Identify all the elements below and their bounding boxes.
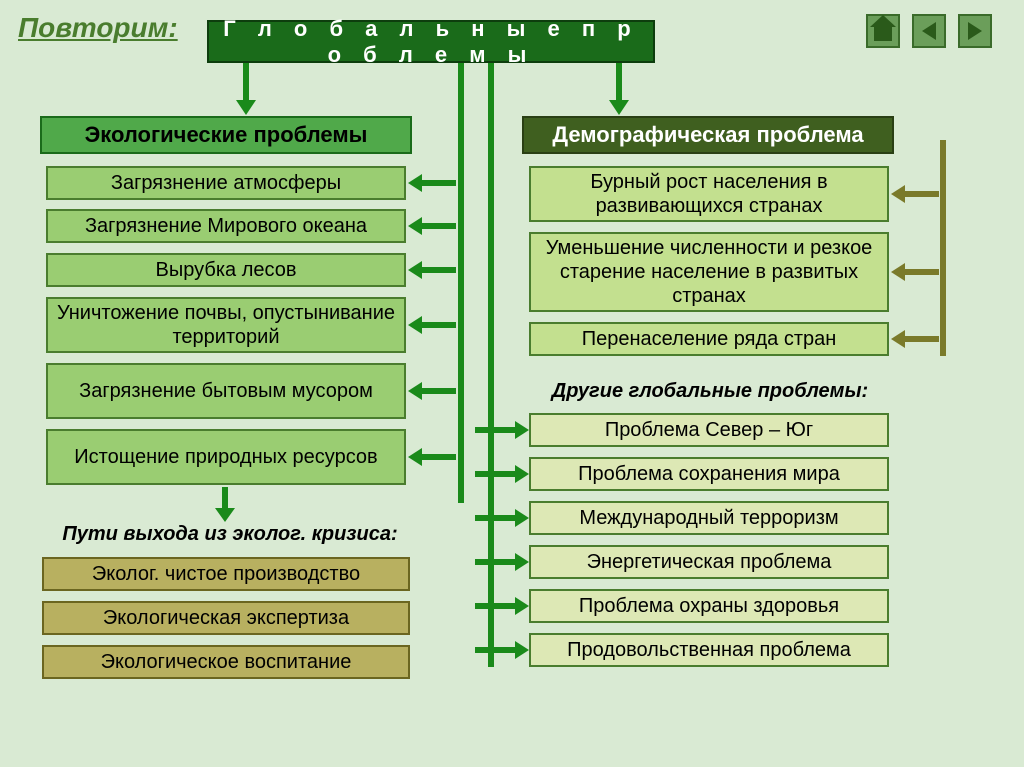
arrow-left-icon xyxy=(891,330,905,348)
arrow-down-icon xyxy=(236,100,256,115)
connector xyxy=(475,515,515,521)
arrow-left-icon xyxy=(408,316,422,334)
eco-item: Загрязнение атмосферы xyxy=(46,166,406,200)
arrow-right-icon xyxy=(515,641,529,659)
connector xyxy=(899,269,939,275)
arrow-right-icon xyxy=(515,421,529,439)
connector xyxy=(416,454,456,460)
header-demographic: Демографическая проблема xyxy=(522,116,894,154)
arrow-right-icon xyxy=(515,465,529,483)
connector xyxy=(488,63,494,667)
other-item: Энергетическая проблема xyxy=(529,545,889,579)
subheading-other: Другие глобальные проблемы: xyxy=(520,380,900,403)
connector xyxy=(458,63,464,503)
connector xyxy=(416,388,456,394)
arrow-left-icon xyxy=(891,185,905,203)
eco-item: Вырубка лесов xyxy=(46,253,406,287)
connector xyxy=(475,559,515,565)
arrow-left-icon xyxy=(408,448,422,466)
home-button[interactable] xyxy=(866,14,900,48)
demo-item: Перенаселение ряда стран xyxy=(529,322,889,356)
connector xyxy=(416,180,456,186)
connector xyxy=(416,223,456,229)
next-button[interactable] xyxy=(958,14,992,48)
demo-item: Уменьшение численности и резкое старение… xyxy=(529,232,889,312)
arrow-left-icon xyxy=(408,382,422,400)
arrow-left-icon xyxy=(408,174,422,192)
solution-item: Эколог. чистое производство xyxy=(42,557,410,591)
connector xyxy=(475,647,515,653)
connector xyxy=(899,191,939,197)
arrow-right-icon xyxy=(515,553,529,571)
demo-item: Бурный рост населения в развивающихся ст… xyxy=(529,166,889,222)
arrow-down-icon xyxy=(215,508,235,522)
main-title: Г л о б а л ь н ы е п р о б л е м ы xyxy=(207,20,655,63)
other-item: Проблема Север – Юг xyxy=(529,413,889,447)
connector xyxy=(416,322,456,328)
eco-item: Истощение природных ресурсов xyxy=(46,429,406,485)
arrow-left-icon xyxy=(408,217,422,235)
slide-title: Повторим: xyxy=(18,12,178,44)
connector xyxy=(616,63,622,103)
connector xyxy=(416,267,456,273)
arrow-right-icon xyxy=(515,597,529,615)
prev-button[interactable] xyxy=(912,14,946,48)
header-ecological: Экологические проблемы xyxy=(40,116,412,154)
solution-item: Экологическая экспертиза xyxy=(42,601,410,635)
other-item: Международный терроризм xyxy=(529,501,889,535)
other-item: Проблема сохранения мира xyxy=(529,457,889,491)
other-item: Продовольственная проблема xyxy=(529,633,889,667)
eco-item: Загрязнение бытовым мусором xyxy=(46,363,406,419)
connector xyxy=(475,603,515,609)
solution-item: Экологическое воспитание xyxy=(42,645,410,679)
subheading-solutions: Пути выхода из эколог. кризиса: xyxy=(40,523,420,546)
connector xyxy=(475,471,515,477)
other-item: Проблема охраны здоровья xyxy=(529,589,889,623)
arrow-down-icon xyxy=(609,100,629,115)
arrow-left-icon xyxy=(891,263,905,281)
connector xyxy=(940,140,946,356)
arrow-left-icon xyxy=(408,261,422,279)
eco-item: Загрязнение Мирового океана xyxy=(46,209,406,243)
arrow-right-icon xyxy=(515,509,529,527)
connector xyxy=(243,63,249,103)
connector xyxy=(475,427,515,433)
eco-item: Уничтожение почвы, опустынивание террито… xyxy=(46,297,406,353)
connector xyxy=(899,336,939,342)
